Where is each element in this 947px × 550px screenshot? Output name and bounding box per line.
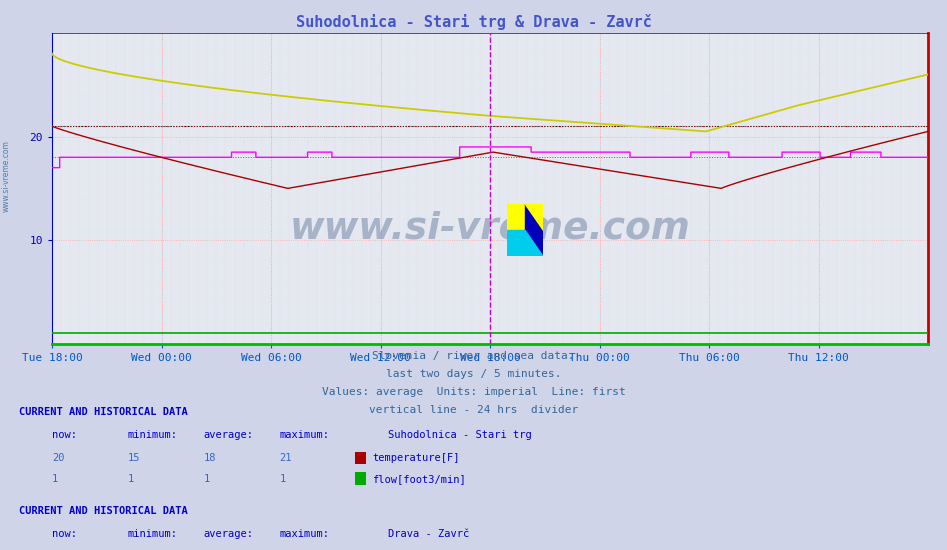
Text: 18: 18	[204, 453, 216, 464]
Polygon shape	[525, 230, 543, 256]
Text: flow[foot3/min]: flow[foot3/min]	[372, 474, 466, 485]
Text: Slovenia / river and sea data.: Slovenia / river and sea data.	[372, 351, 575, 361]
Text: Drava - Zavrč: Drava - Zavrč	[388, 529, 470, 540]
Text: average:: average:	[204, 430, 254, 441]
Text: temperature[F]: temperature[F]	[372, 453, 459, 464]
Text: Values: average  Units: imperial  Line: first: Values: average Units: imperial Line: fi…	[322, 387, 625, 397]
Text: minimum:: minimum:	[128, 430, 178, 441]
Polygon shape	[525, 204, 543, 230]
Text: Suhodolnica - Stari trg: Suhodolnica - Stari trg	[388, 430, 532, 441]
Text: average:: average:	[204, 529, 254, 540]
Text: Suhodolnica - Stari trg & Drava - Zavrč: Suhodolnica - Stari trg & Drava - Zavrč	[295, 14, 652, 30]
Text: 1: 1	[128, 474, 134, 485]
Text: 15: 15	[128, 453, 140, 464]
Text: 1: 1	[204, 474, 210, 485]
Text: 20: 20	[52, 453, 64, 464]
Text: www.si-vreme.com: www.si-vreme.com	[1, 140, 10, 212]
Text: 1: 1	[279, 474, 286, 485]
Text: CURRENT AND HISTORICAL DATA: CURRENT AND HISTORICAL DATA	[19, 407, 188, 417]
Text: now:: now:	[52, 430, 77, 441]
Bar	[525, 204, 543, 256]
Text: www.si-vreme.com: www.si-vreme.com	[290, 211, 690, 247]
Bar	[507, 230, 525, 256]
Text: maximum:: maximum:	[279, 529, 330, 540]
Text: last two days / 5 minutes.: last two days / 5 minutes.	[385, 369, 562, 379]
Bar	[507, 204, 525, 230]
Text: maximum:: maximum:	[279, 430, 330, 441]
Text: 21: 21	[279, 453, 292, 464]
Text: now:: now:	[52, 529, 77, 540]
Text: minimum:: minimum:	[128, 529, 178, 540]
Text: 1: 1	[52, 474, 59, 485]
Text: CURRENT AND HISTORICAL DATA: CURRENT AND HISTORICAL DATA	[19, 506, 188, 516]
Text: vertical line - 24 hrs  divider: vertical line - 24 hrs divider	[369, 405, 578, 415]
